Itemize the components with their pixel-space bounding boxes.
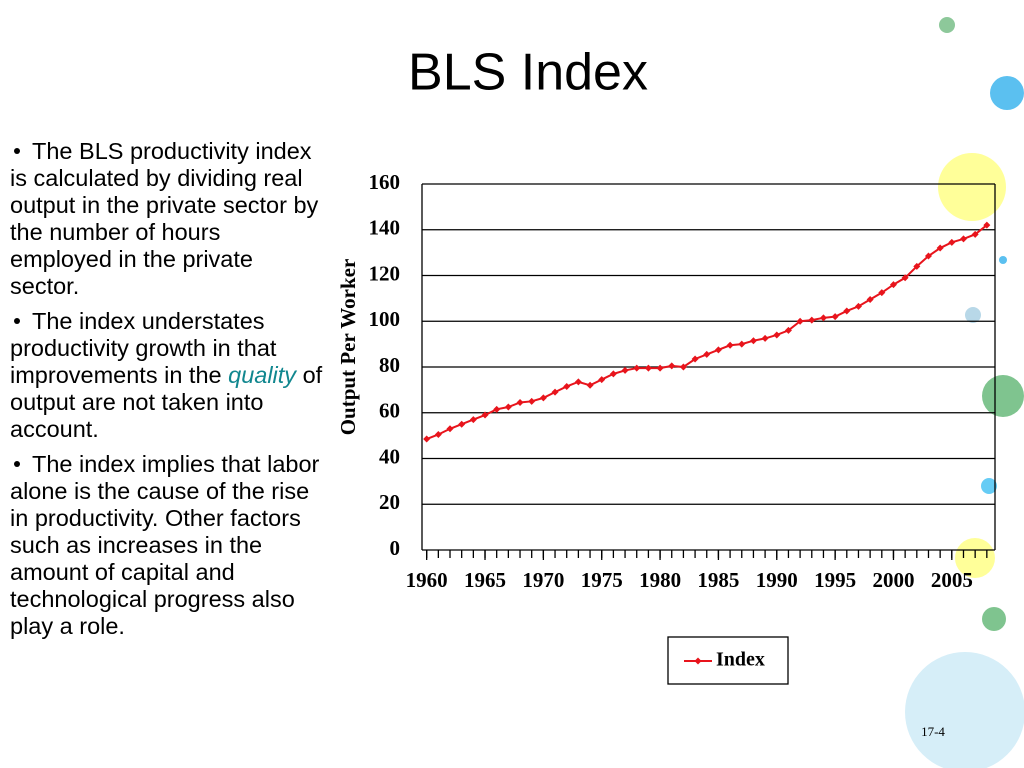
point-marker [423, 435, 431, 443]
x-tick-label: 1970 [522, 568, 564, 592]
x-tick-label: 2000 [872, 568, 914, 592]
point-marker [481, 411, 489, 419]
point-marker [714, 346, 722, 354]
point-marker [843, 307, 851, 315]
point-marker [516, 398, 524, 406]
bullet-text: The BLS productivity index is calculated… [10, 138, 319, 299]
x-tick-label: 1975 [581, 568, 623, 592]
point-marker [924, 252, 932, 260]
deco-circle [982, 375, 1024, 417]
point-marker [598, 376, 606, 384]
chart: 0 20 40 60 80 100 120 140 160 1960 1965 1970 1975 198… [369, 170, 996, 685]
bullet-dot [14, 460, 20, 467]
point-marker [738, 340, 746, 348]
deco-circle [939, 17, 955, 33]
bullet-text: of output are not taken into account. [10, 362, 323, 442]
deco-circle [981, 478, 997, 494]
y-tick-label: 0 [390, 536, 401, 560]
bullet: The index understates productivity growt… [10, 308, 328, 443]
legend-label: Index [716, 649, 765, 671]
point-marker [469, 416, 477, 424]
point-marker [609, 370, 617, 378]
point-marker [551, 388, 559, 396]
y-tick-label: 140 [369, 216, 401, 240]
y-axis-label: Output Per Worker [336, 259, 360, 436]
point-marker [808, 316, 816, 324]
point-marker [854, 302, 862, 310]
point-marker [773, 331, 781, 339]
point-marker [819, 314, 827, 322]
y-tick-label: 160 [369, 170, 401, 194]
y-tick-label: 40 [379, 444, 400, 468]
point-marker [563, 382, 571, 390]
point-marker [493, 405, 501, 413]
point-marker [959, 235, 967, 243]
point-marker [948, 238, 956, 246]
point-marker [539, 394, 547, 402]
point-marker [878, 289, 886, 297]
bullet-text: The index understates productivity growt… [10, 308, 277, 388]
point-marker [691, 355, 699, 363]
x-tick-label: 1985 [697, 568, 739, 592]
bullet-text: The index implies that labor alone is th… [10, 451, 320, 639]
point-marker [796, 317, 804, 325]
y-tick-label: 100 [369, 307, 401, 331]
bullet-dot [14, 147, 20, 154]
point-marker [633, 364, 641, 372]
deco-circle [990, 76, 1024, 110]
point-marker [644, 364, 652, 372]
point-marker [784, 326, 792, 334]
x-tick-label: 1965 [464, 568, 506, 592]
point-marker [749, 337, 757, 345]
point-marker [983, 221, 991, 229]
x-tick-label: 2005 [931, 568, 973, 592]
point-marker [889, 281, 897, 289]
point-marker [726, 341, 734, 349]
x-tick-label: 1995 [814, 568, 856, 592]
bullet-dot [14, 317, 20, 324]
y-tick-label: 60 [379, 399, 400, 423]
legend: Index [667, 636, 789, 685]
deco-circle [905, 652, 1024, 768]
legend-marker [694, 657, 702, 665]
point-marker [901, 274, 909, 282]
x-tick-label: 1990 [756, 568, 798, 592]
bullet: The index implies that labor alone is th… [10, 451, 328, 640]
point-marker [528, 397, 536, 405]
point-marker [703, 350, 711, 358]
point-marker [866, 296, 874, 304]
bullet: The BLS productivity index is calculated… [10, 138, 328, 300]
point-marker [761, 334, 769, 342]
point-marker [913, 262, 921, 270]
x-tick-label: 1960 [406, 568, 448, 592]
decoration [905, 17, 1024, 768]
y-tick-label: 120 [369, 261, 401, 285]
emphasis: quality [228, 362, 297, 388]
point-marker [668, 362, 676, 370]
page-number: 17-4 [921, 724, 945, 739]
point-marker [936, 244, 944, 252]
x-tick-label: 1980 [639, 568, 681, 592]
bullet-list: The BLS productivity index is calculated… [10, 138, 328, 648]
deco-circle [982, 607, 1006, 631]
deco-circle [999, 256, 1007, 264]
point-marker [586, 381, 594, 389]
point-marker [621, 366, 629, 374]
y-tick-label: 20 [379, 490, 400, 514]
point-marker [446, 425, 454, 433]
point-marker [831, 313, 839, 321]
point-marker [656, 364, 664, 372]
point-marker [504, 403, 512, 411]
point-marker [971, 230, 979, 238]
point-marker [574, 378, 582, 386]
slide-title: BLS Index [408, 44, 648, 102]
y-tick-label: 80 [379, 353, 400, 377]
deco-circle [938, 153, 1006, 221]
point-marker [679, 363, 687, 371]
deco-circle [965, 307, 981, 323]
point-marker [434, 430, 442, 438]
point-marker [458, 420, 466, 428]
